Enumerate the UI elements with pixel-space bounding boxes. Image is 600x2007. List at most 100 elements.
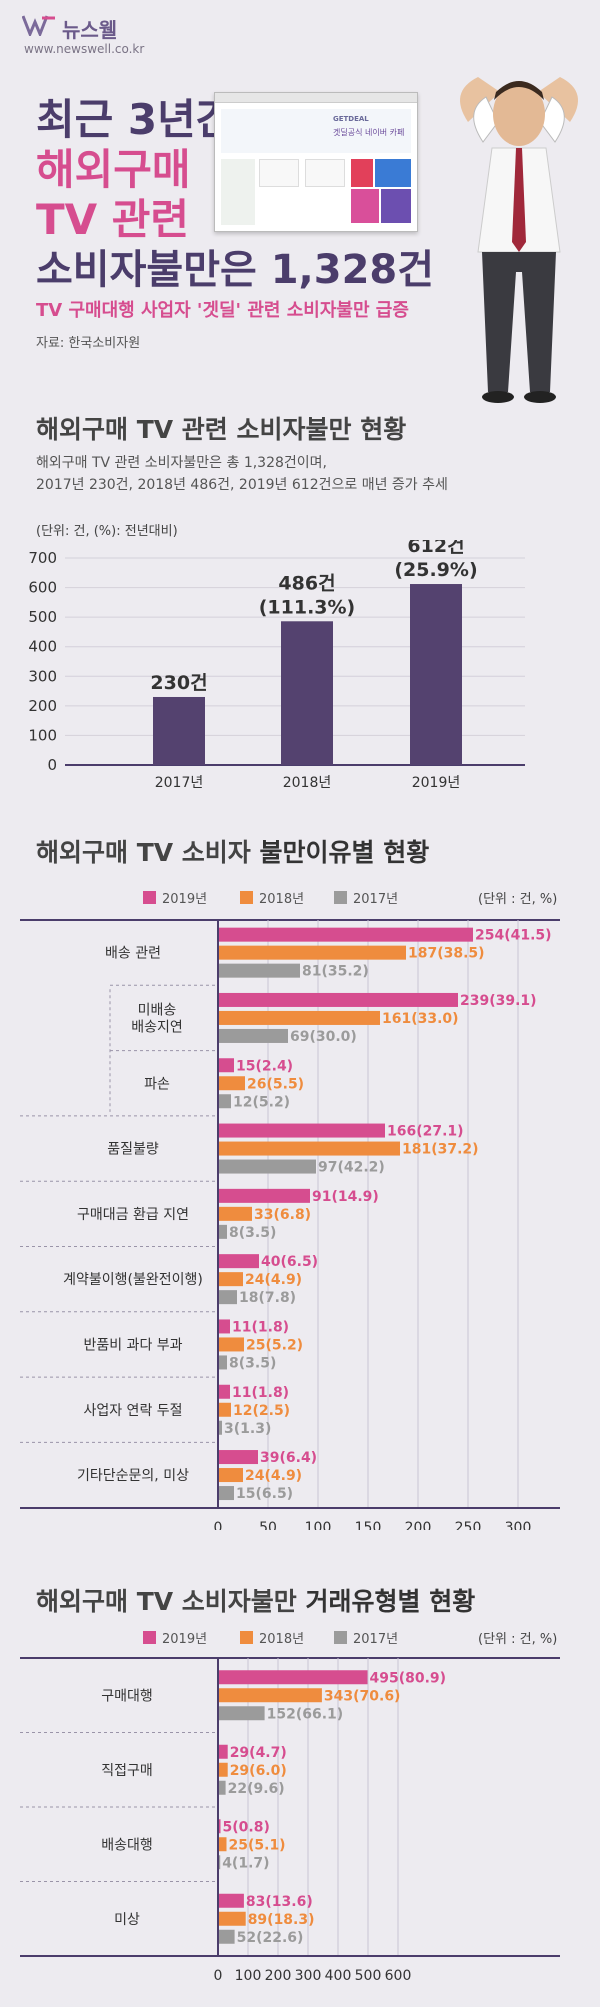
bar-2018년 — [219, 1837, 227, 1852]
category-label: 계약불이행(불완전이행) — [63, 1272, 203, 1288]
category-label: 배송 관련 — [105, 946, 161, 962]
bar-value-label: 612건 — [407, 540, 464, 557]
page-title-line2: 해외구매 — [36, 145, 191, 194]
section3-legend-2017: 2017년 — [334, 1628, 398, 1647]
category-label: 배송대행 — [101, 1837, 153, 1853]
browser-bar — [215, 93, 417, 103]
bar-2018년 — [219, 1206, 252, 1221]
bar-2017년 — [219, 1486, 234, 1501]
section2-title: 해외구매 TV 소비자 불만이유별 현황 — [36, 833, 429, 869]
x-tick-label: 150 — [355, 1520, 382, 1530]
category-label: 직접구매 — [101, 1763, 153, 1779]
bar-2018년 — [219, 1762, 228, 1777]
y-tick-label: 100 — [28, 726, 57, 744]
bar-value-label: 15(2.4) — [236, 1058, 293, 1074]
bar-value-label: 24(4.9) — [245, 1468, 302, 1484]
category-label: 미상 — [114, 1912, 140, 1928]
bar-value-label: 26(5.5) — [247, 1076, 304, 1092]
bar-value-label: 12(2.5) — [233, 1403, 290, 1419]
complaint-reason-bar-chart: 0 50 100 150 200 250 300 배송 관련 254(41.5) 187(38.5… — [20, 919, 560, 1530]
bar-2018년 — [219, 1911, 246, 1926]
x-tick-label: 0 — [214, 1520, 223, 1530]
bar-value-label: 40(6.5) — [261, 1254, 318, 1270]
x-tick-label: 100 — [235, 1968, 262, 1984]
bar-2018년 — [219, 1468, 243, 1483]
y-tick-label: 600 — [28, 579, 57, 597]
bar-value-label: 161(33.0) — [382, 1011, 459, 1027]
bar-value-label: 29(4.7) — [230, 1745, 287, 1761]
bar-2018년 — [219, 1076, 245, 1091]
section1-title: 해외구매 TV 관련 소비자불만 현황 — [36, 415, 407, 444]
bar-2019년 — [410, 584, 462, 765]
legend-label-2018: 2018년 — [259, 1632, 305, 1647]
x-tick-label: 300 — [505, 1520, 532, 1530]
section2-unit: (단위 : 건, %) — [478, 892, 558, 907]
newswell-logo-icon — [22, 15, 55, 36]
legend-label-2018: 2018년 — [259, 892, 305, 907]
category-label: 반품비 과다 부과 — [83, 1337, 182, 1353]
bar-2019년 — [219, 1384, 230, 1399]
bar-2019년 — [219, 1058, 234, 1073]
category-label: 사업자 연락 두절 — [83, 1403, 182, 1419]
y-tick-label: 500 — [28, 608, 57, 626]
source-note: 자료: 한국소비자원 — [36, 336, 141, 351]
bar-2018년 — [281, 621, 333, 765]
bar-2017년 — [219, 1929, 235, 1944]
x-tick-label: 100 — [305, 1520, 332, 1530]
bar-2018년 — [219, 1337, 244, 1352]
bar-value-label: 24(4.9) — [245, 1272, 302, 1288]
section2-title-part1: 해외구매 TV 소비자 — [36, 838, 260, 867]
bar-2017년 — [219, 1290, 237, 1305]
bar-value-label: 495(80.9) — [370, 1670, 447, 1686]
bar-value-label: 69(30.0) — [290, 1029, 357, 1045]
screenshot-caption: 겟딜공식 네이버 카페 — [333, 128, 405, 137]
bar-value-label: 12(5.2) — [233, 1094, 290, 1110]
bar-2019년 — [219, 927, 473, 942]
bar-value-label: 15(6.5) — [236, 1486, 293, 1502]
section3-title-part1: 해외구매 TV 소비자불만 — [36, 1587, 306, 1616]
bar-2018년 — [219, 1141, 400, 1156]
category-label: 품질불량 — [107, 1142, 159, 1158]
bar-2019년 — [219, 1450, 258, 1465]
legend-swatch-2017 — [334, 891, 347, 904]
section2-legend-2018: 2018년 — [240, 888, 304, 907]
screenshot-tile-purple — [381, 189, 411, 223]
bar-value-label: 33(6.8) — [254, 1207, 311, 1223]
bar-value-label: 81(35.2) — [302, 964, 369, 980]
bar-2019년 — [219, 1123, 385, 1138]
screenshot-tile-samsung — [305, 159, 345, 187]
logo-name: 뉴스웰 — [62, 18, 118, 42]
bar-2017년 — [219, 1159, 316, 1174]
screenshot-side-panel — [221, 159, 255, 225]
website-screenshot: GETDEAL 겟딜공식 네이버 카페 — [214, 92, 418, 232]
logo-url[interactable]: www.newswell.co.kr — [24, 42, 145, 56]
bar-value-label: 83(13.6) — [246, 1894, 313, 1910]
bar-value-label: 91(14.9) — [312, 1189, 379, 1205]
bar-2017년 — [219, 1028, 288, 1043]
yearly-complaints-bar-chart: 0 100 200 300 400 500 600 700 2017년 230건 2018년 486건… — [28, 540, 525, 791]
legend-swatch-2019 — [143, 1631, 156, 1644]
bar-pct-label: (111.3%) — [259, 596, 356, 618]
page-title-line1: 최근 3년간 — [36, 95, 235, 144]
bar-value-label: 11(1.8) — [232, 1385, 289, 1401]
x-tick-label: 300 — [295, 1968, 322, 1984]
bar-value-label: 166(27.1) — [387, 1124, 464, 1140]
bar-2018년 — [219, 1688, 322, 1703]
bar-value-label: 89(18.3) — [248, 1912, 315, 1928]
y-tick-label: 0 — [47, 756, 57, 774]
stressed-businessman-illustration — [460, 77, 578, 403]
bar-value-label: 230건 — [150, 672, 207, 694]
section3-legend-2019: 2019년 — [143, 1628, 207, 1647]
screenshot-banner: GETDEAL 겟딜공식 네이버 카페 — [221, 109, 411, 153]
category-label: 파손 — [144, 1076, 170, 1092]
x-tick-label: 250 — [455, 1520, 482, 1530]
bar-value-label: 343(70.6) — [324, 1688, 401, 1704]
x-tick-label: 2017년 — [155, 775, 204, 791]
screenshot-tile-red — [351, 159, 373, 187]
x-tick-label: 2018년 — [283, 775, 332, 791]
bar-2019년 — [219, 1744, 228, 1759]
bar-2017년 — [219, 1224, 227, 1239]
screenshot-brand: GETDEAL — [333, 115, 369, 123]
bar-2017년 — [219, 1780, 226, 1795]
section3-unit: (단위 : 건, %) — [478, 1632, 558, 1647]
